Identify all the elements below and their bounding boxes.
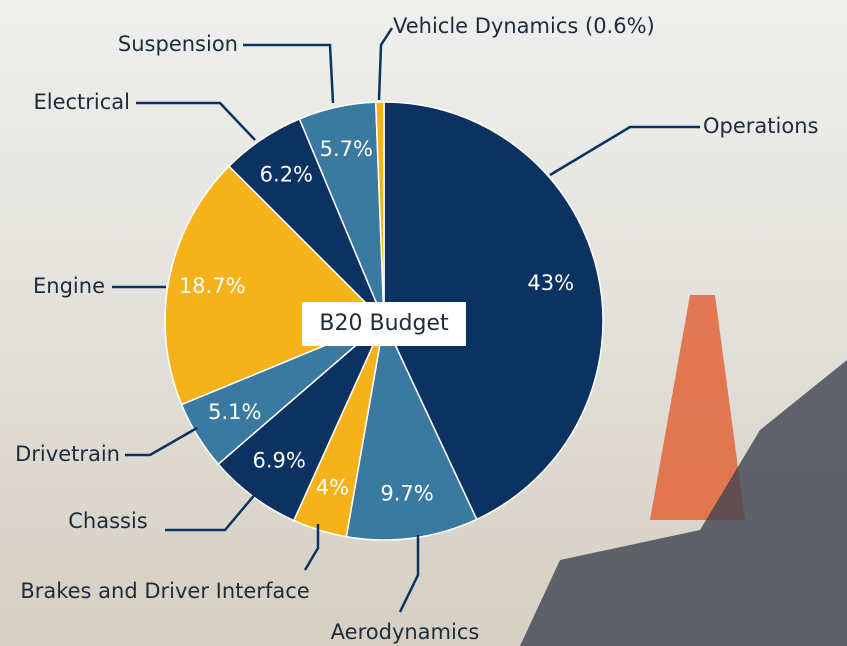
leader-line — [549, 125, 700, 177]
value-label: 43% — [527, 271, 574, 295]
leader-line — [125, 426, 198, 457]
leader-line — [398, 535, 420, 613]
chart-title: B20 Budget — [319, 311, 449, 336]
category-label: Aerodynamics — [331, 620, 480, 644]
leader-line — [165, 491, 258, 532]
pie — [164, 101, 604, 541]
category-label: Electrical — [33, 90, 130, 114]
category-label: Vehicle Dynamics (0.6%) — [393, 14, 655, 38]
leader-line — [303, 524, 320, 571]
title-box — [302, 302, 466, 346]
background-car — [520, 360, 847, 646]
value-label: 9.7% — [380, 482, 433, 506]
value-label: 18.7% — [179, 274, 246, 298]
category-label: Engine — [33, 274, 105, 298]
pie-slice — [383, 101, 604, 521]
category-label: Chassis — [68, 509, 148, 533]
value-label: 6.2% — [260, 163, 313, 187]
pie-slice — [164, 165, 386, 406]
category-label: Brakes and Driver Interface — [20, 579, 309, 603]
value-label: 6.9% — [252, 448, 305, 472]
leader-line — [377, 27, 394, 101]
pie-slice — [345, 318, 478, 541]
category-label: Drivetrain — [15, 442, 120, 466]
pie-slice — [374, 101, 385, 322]
value-label: 4% — [316, 475, 349, 499]
value-label: 5.7% — [320, 137, 373, 161]
value-label: 5.1% — [208, 400, 261, 424]
leader-line — [136, 101, 256, 141]
category-label: Operations — [703, 114, 818, 138]
background-cone — [650, 295, 745, 520]
category-label: Suspension — [118, 32, 238, 56]
leader-line — [243, 43, 335, 104]
